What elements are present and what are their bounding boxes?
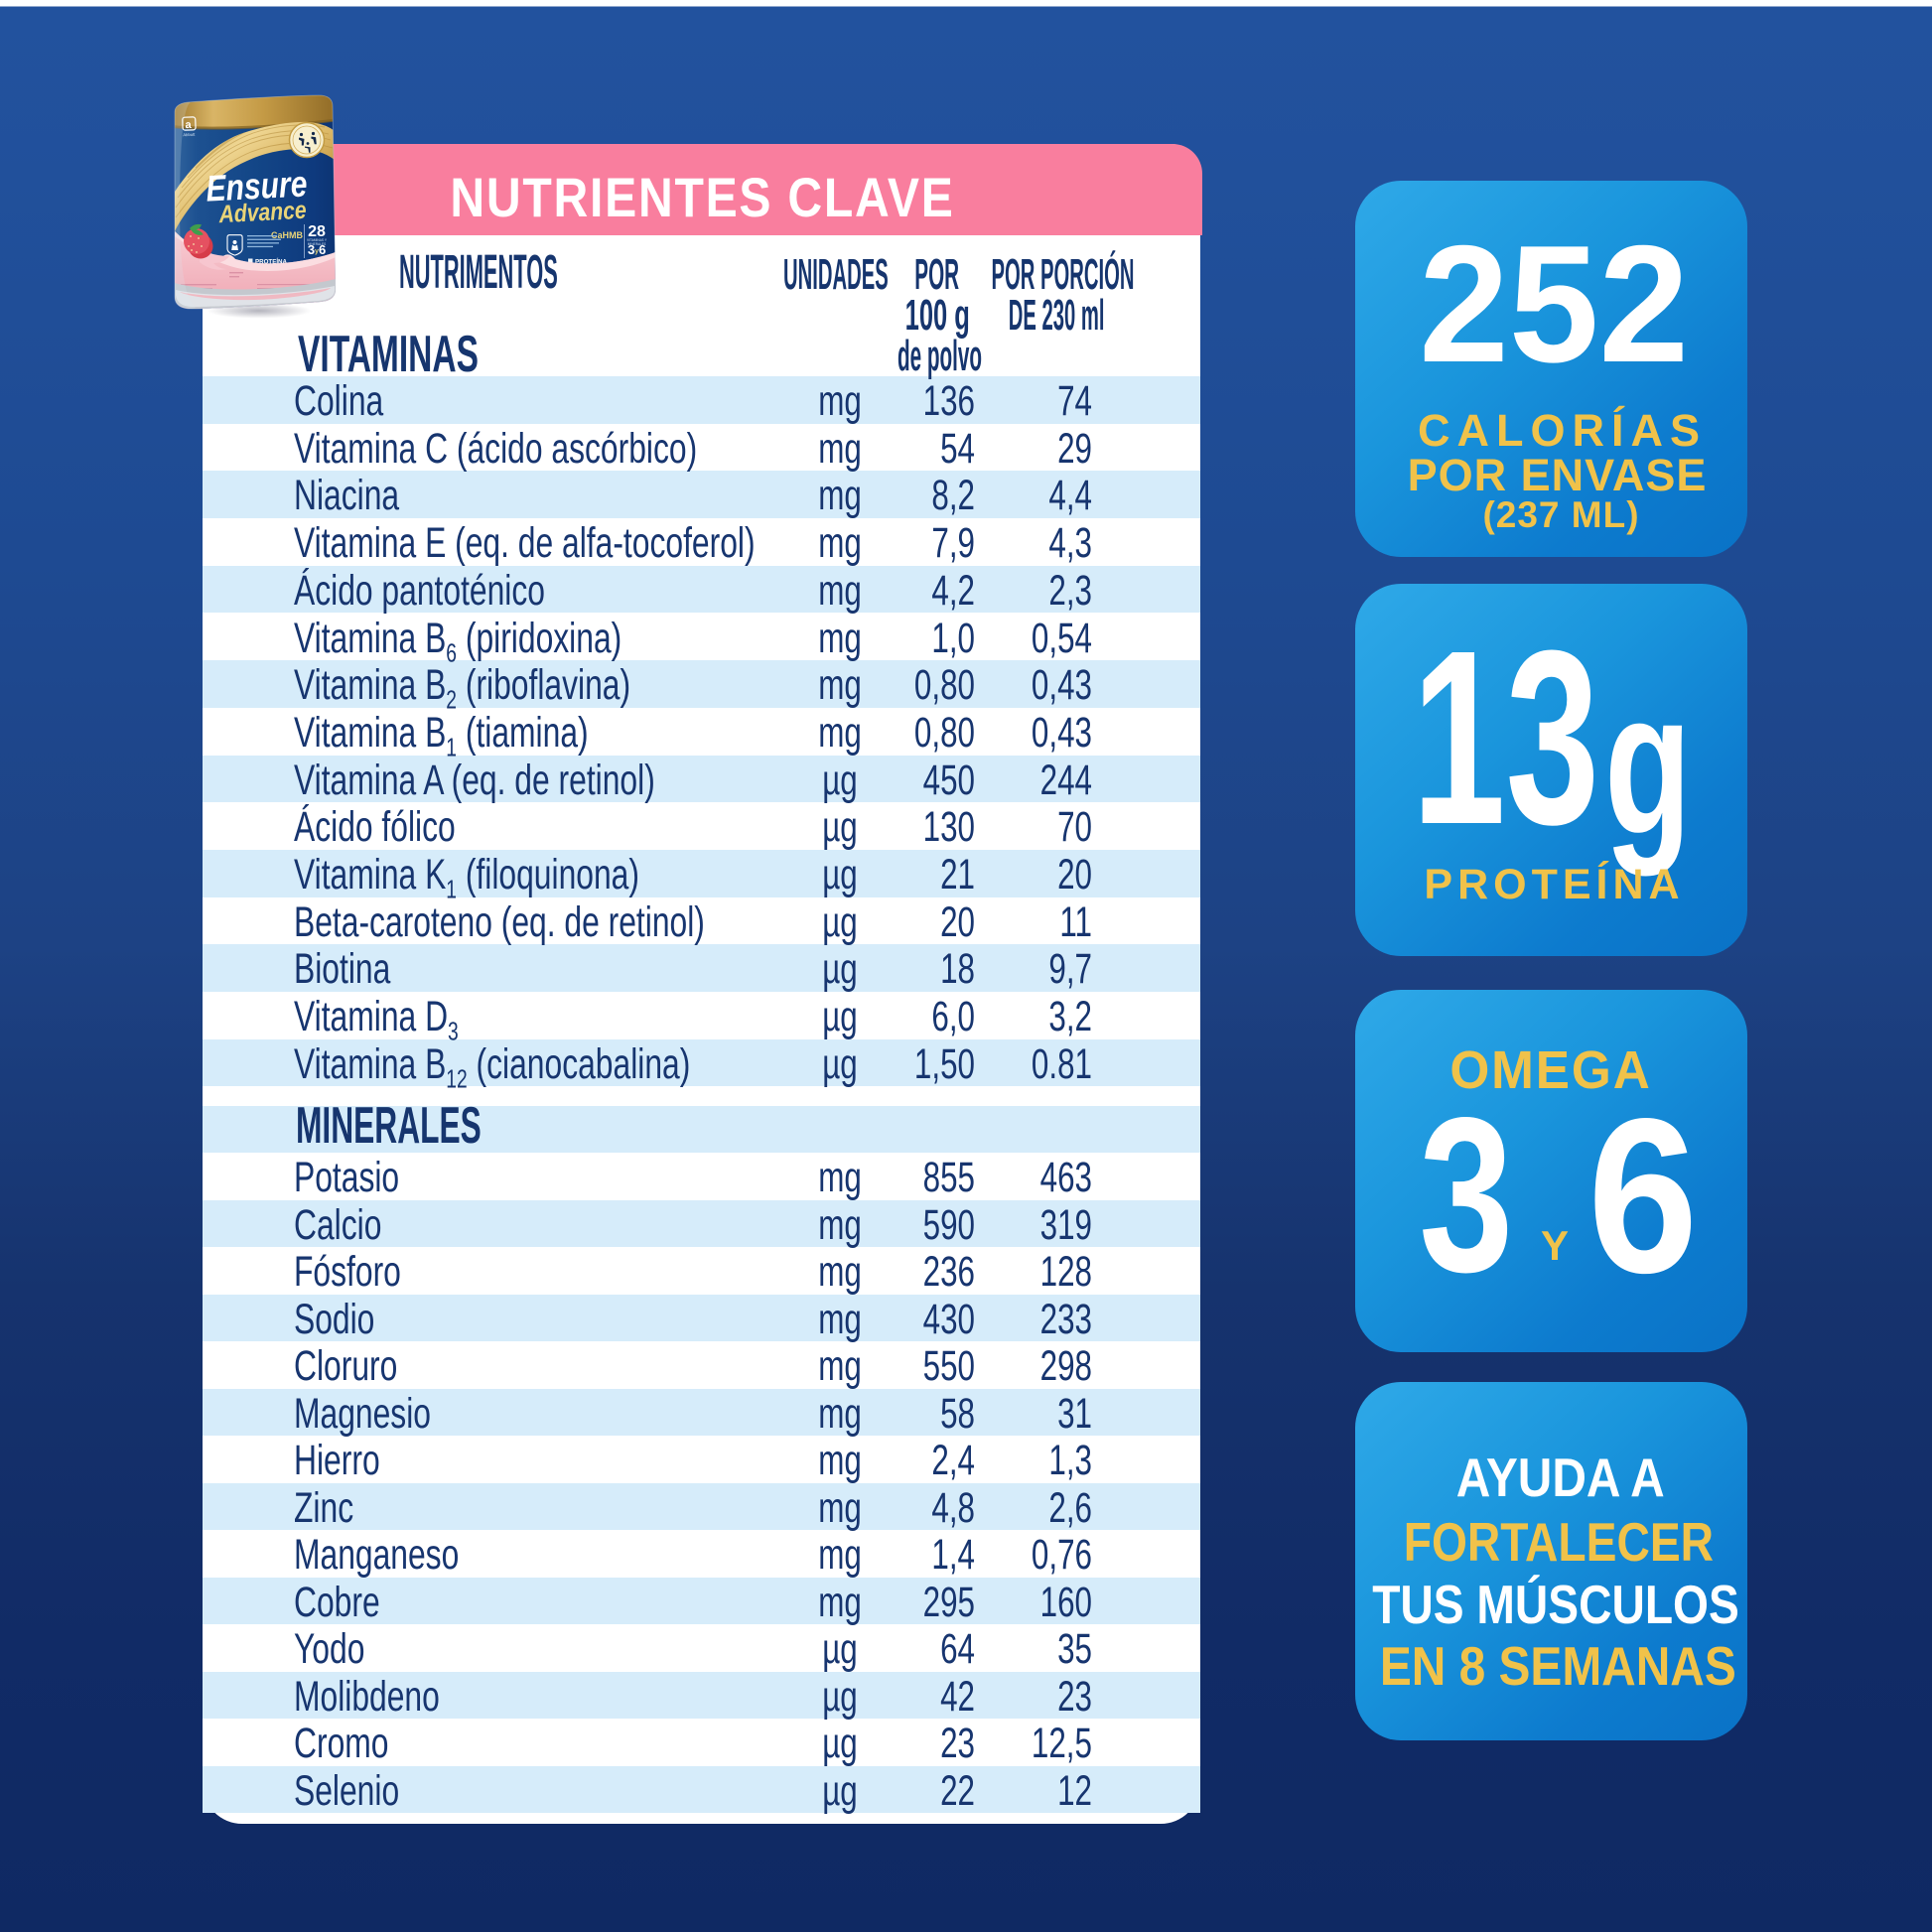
svg-text:Advance: Advance: [217, 197, 307, 229]
svg-text:a: a: [185, 119, 192, 131]
svg-text:VITAMINAS Y: VITAMINAS Y: [307, 238, 328, 242]
svg-text:CaHMB: CaHMB: [271, 230, 304, 240]
svg-text:MINERALES: MINERALES: [308, 242, 326, 246]
svg-text:3y6: 3y6: [308, 242, 326, 257]
svg-text:28: 28: [308, 223, 326, 240]
svg-text:PROTEÍNA: PROTEÍNA: [255, 258, 288, 266]
svg-text:Abbott: Abbott: [183, 132, 196, 137]
svg-text:Ensure: Ensure: [205, 163, 308, 208]
